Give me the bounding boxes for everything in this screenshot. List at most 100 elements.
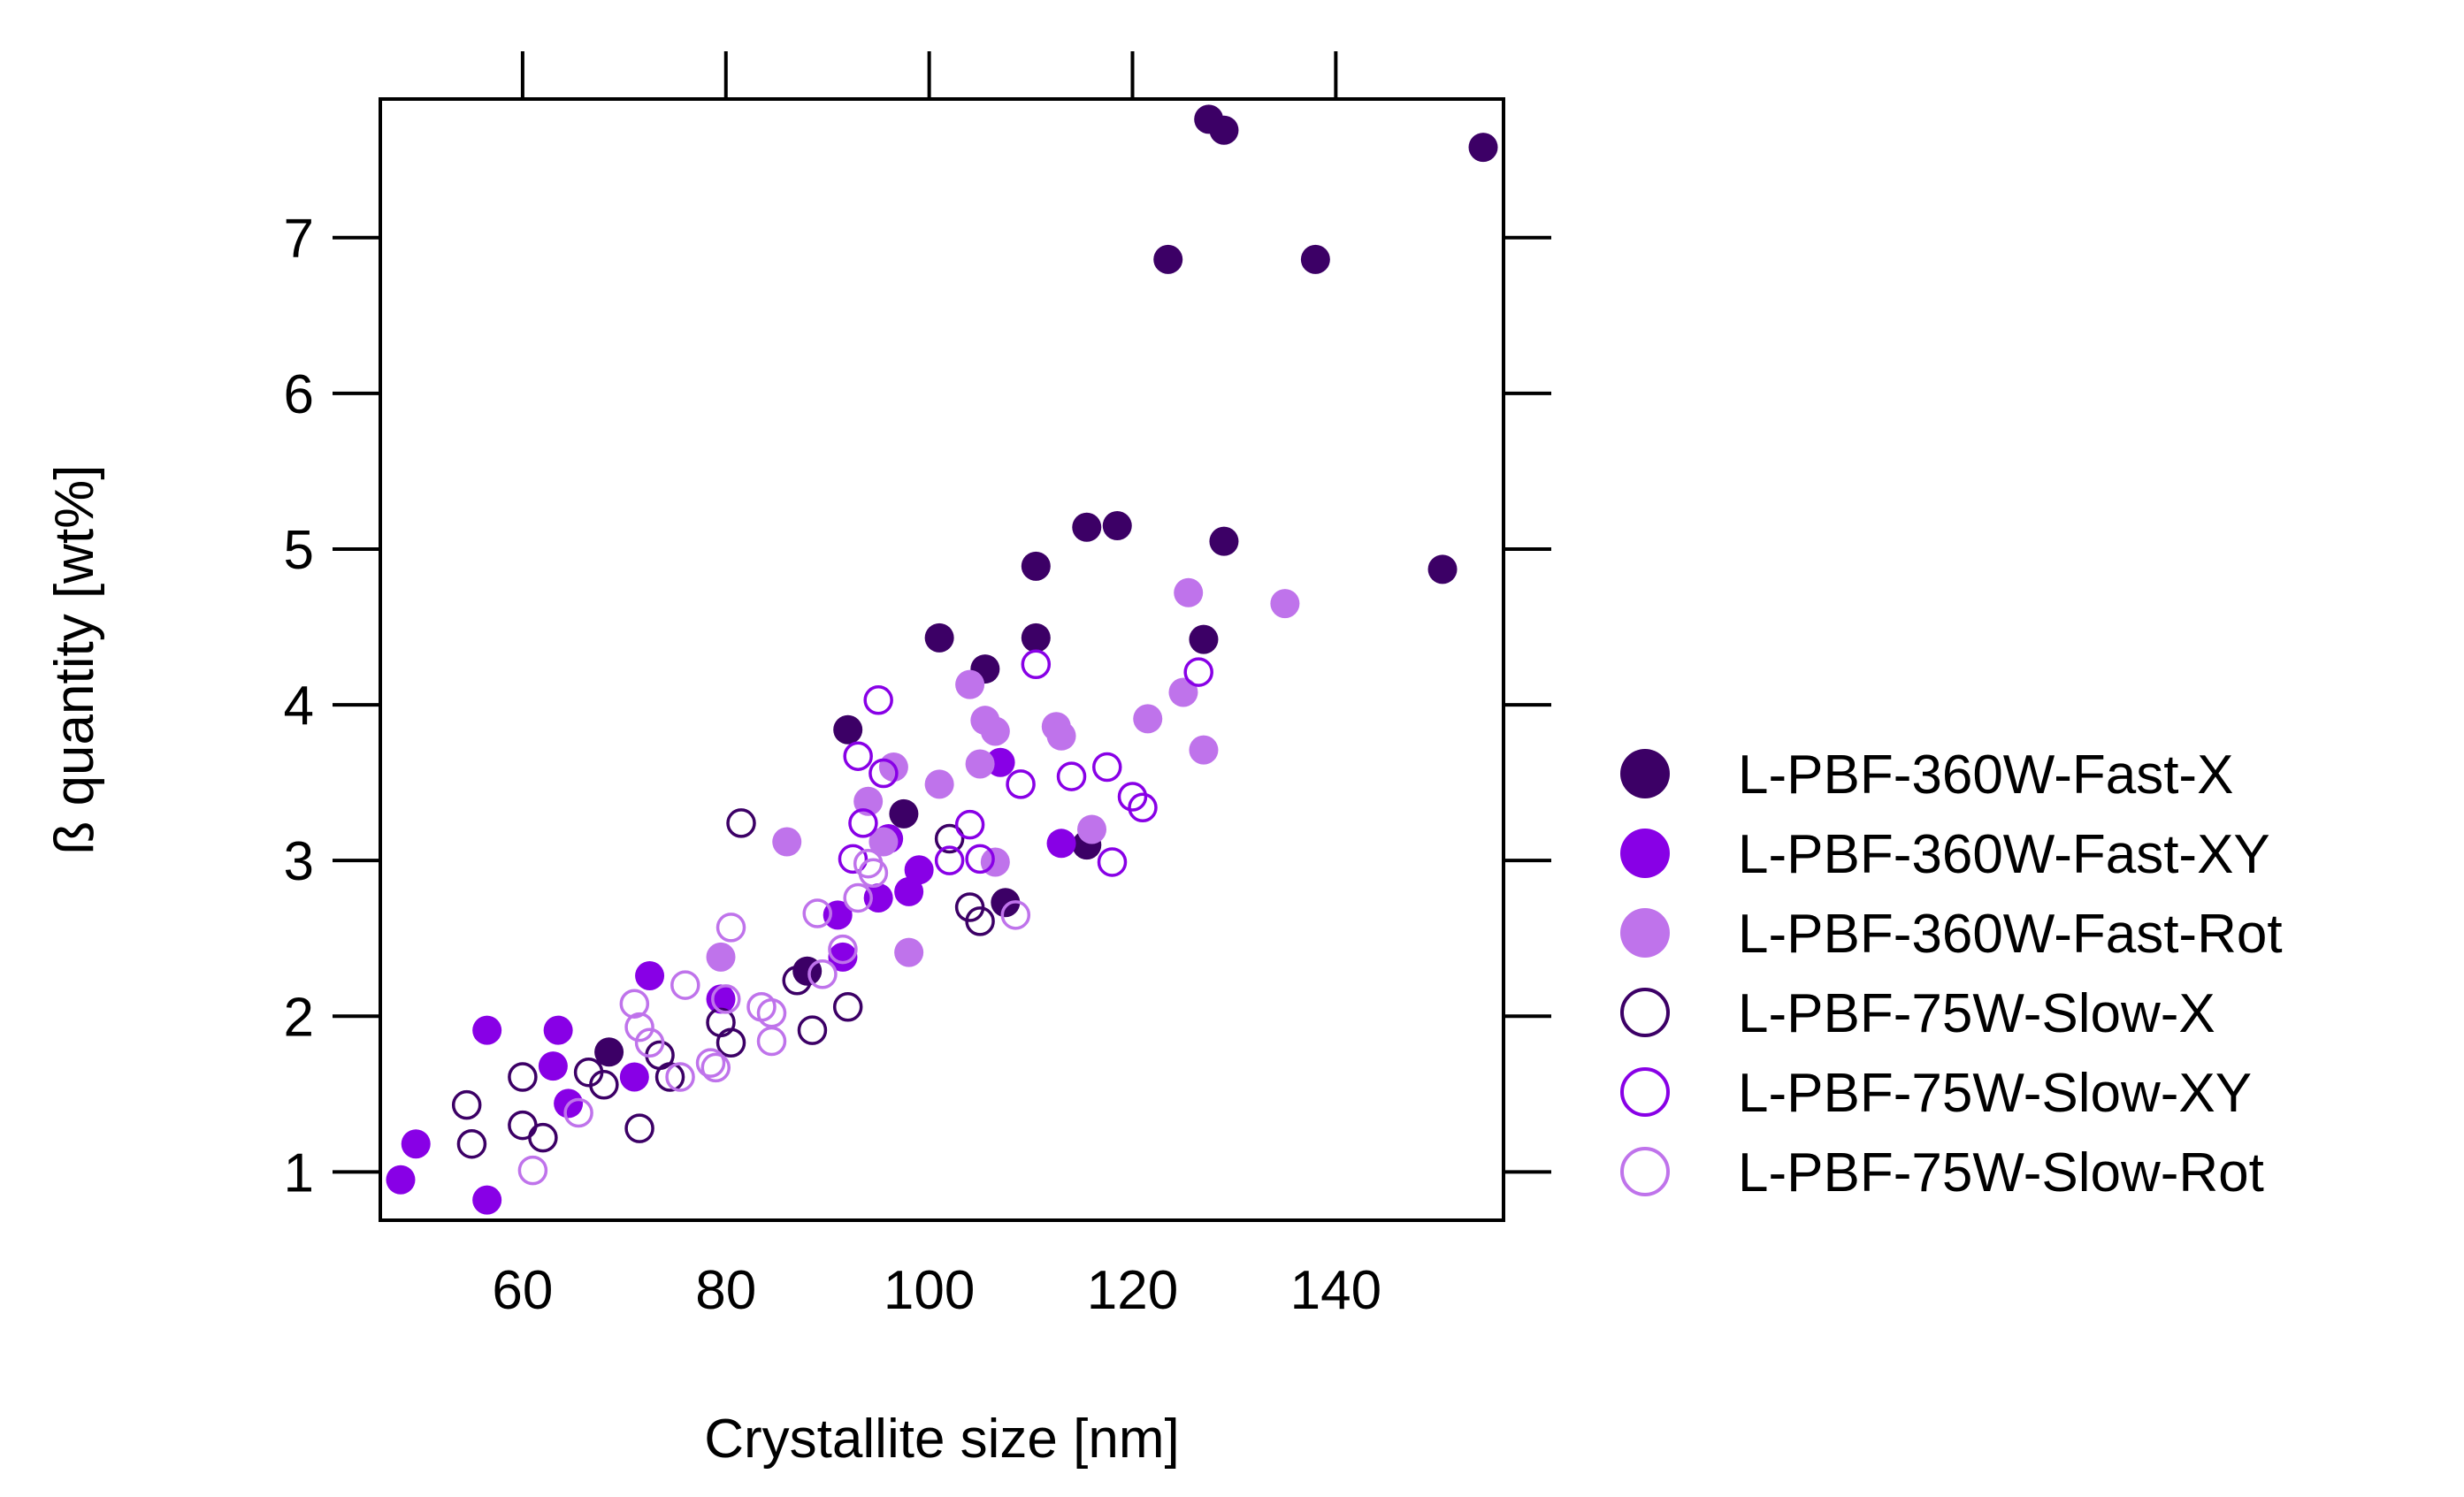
point-series-3-16: [934, 823, 965, 854]
point-series-5-14: [802, 898, 832, 928]
point-series-4-1: [843, 741, 873, 771]
point-series-0-17: [991, 888, 1021, 918]
point-series-4-0: [838, 844, 869, 875]
point-series-3-15: [832, 991, 863, 1022]
point-series-0-8: [1209, 526, 1239, 556]
point-series-1-0: [472, 1015, 502, 1045]
point-series-3-0: [451, 1089, 482, 1120]
point-series-4-7: [965, 844, 995, 875]
point-series-3-1: [456, 1128, 487, 1159]
point-series-4-5: [934, 845, 965, 875]
y-tick-label-2: 2: [284, 987, 314, 1048]
point-series-5-16: [828, 934, 858, 965]
point-series-3-18: [965, 906, 995, 936]
legend-marker-3: [1620, 988, 1670, 1037]
point-series-3-14: [797, 1015, 828, 1045]
point-series-2-0: [706, 942, 736, 972]
point-series-2-18: [1189, 735, 1219, 765]
data-points: [386, 104, 1498, 1215]
point-series-5-3: [624, 1012, 654, 1043]
point-series-5-20: [1000, 900, 1031, 930]
point-series-4-9: [1021, 649, 1052, 680]
legend-label-0: L-PBF-360W-Fast-X: [1738, 745, 2233, 806]
x-axis-label: Crystallite size [nm]: [704, 1409, 1179, 1470]
point-series-2-17: [1174, 577, 1204, 607]
point-series-2-8: [965, 749, 995, 779]
legend-marker-5: [1620, 1147, 1670, 1196]
point-series-0-9: [1427, 554, 1458, 584]
x-tick-label-120: 120: [1087, 1260, 1178, 1321]
point-series-0-1: [1209, 115, 1239, 145]
legend-marker-2: [1620, 908, 1670, 958]
point-series-4-6: [954, 809, 985, 840]
point-series-3-9: [654, 1062, 685, 1092]
point-series-4-14: [1128, 792, 1158, 823]
point-series-2-19: [1270, 589, 1300, 619]
point-series-5-2: [619, 989, 650, 1019]
point-series-1-10: [828, 942, 858, 972]
legend-marker-1: [1620, 829, 1670, 878]
x-tick-label-80: 80: [695, 1260, 756, 1321]
point-series-3-6: [589, 1070, 619, 1100]
point-series-0-2: [1468, 133, 1498, 163]
point-series-2-13: [1046, 721, 1076, 751]
x-tick-label-140: 140: [1290, 1260, 1381, 1321]
point-series-1-4: [401, 1129, 431, 1159]
y-tick-label-3: 3: [284, 831, 314, 892]
point-series-1-17: [1046, 829, 1076, 859]
axis-ticks: [333, 51, 1551, 1174]
x-tick-label-100: 100: [884, 1260, 975, 1321]
point-series-0-14: [833, 714, 863, 745]
y-tick-label-5: 5: [284, 520, 314, 581]
point-series-1-12: [863, 882, 893, 913]
point-series-2-3: [869, 827, 899, 857]
point-series-3-7: [624, 1113, 654, 1143]
point-series-3-4: [528, 1122, 558, 1153]
point-series-1-6: [472, 1185, 502, 1215]
point-series-5-4: [634, 1027, 665, 1058]
point-series-1-13: [894, 876, 924, 906]
point-series-5-5: [665, 1062, 695, 1092]
point-series-0-5: [1072, 512, 1102, 542]
point-series-0-13: [1189, 624, 1219, 654]
point-series-2-7: [955, 669, 985, 699]
y-axis-label: ß quantity [wt%]: [44, 464, 105, 854]
point-series-4-15: [1183, 657, 1213, 687]
plot-frame: [379, 97, 1505, 1222]
point-series-0-19: [594, 1037, 624, 1067]
point-series-2-1: [772, 827, 802, 857]
point-series-0-10: [924, 622, 954, 653]
point-series-5-8: [700, 1052, 731, 1083]
point-series-2-5: [894, 937, 924, 967]
point-series-5-6: [670, 970, 700, 1000]
point-series-2-6: [924, 769, 954, 799]
point-series-5-15: [807, 959, 838, 989]
point-series-5-19: [858, 858, 889, 889]
legend-label-5: L-PBF-75W-Slow-Rot: [1738, 1142, 2264, 1203]
point-series-1-7: [619, 1062, 649, 1092]
point-series-5-9: [711, 984, 741, 1014]
point-series-0-3: [1153, 244, 1183, 274]
point-series-1-1: [543, 1015, 573, 1045]
point-series-5-13: [756, 1026, 787, 1057]
legend-marker-4: [1620, 1067, 1670, 1117]
point-series-2-16: [1168, 677, 1198, 707]
point-series-4-13: [1117, 782, 1148, 812]
point-series-3-12: [726, 808, 756, 838]
point-series-4-8: [1006, 769, 1036, 799]
point-series-0-11: [1021, 622, 1051, 653]
point-series-5-17: [843, 882, 873, 913]
point-series-3-3: [508, 1062, 538, 1092]
point-series-4-4: [869, 758, 899, 789]
point-series-5-7: [695, 1048, 726, 1078]
legend-label-4: L-PBF-75W-Slow-XY: [1738, 1063, 2252, 1124]
y-tick-label-7: 7: [284, 209, 314, 270]
point-series-1-2: [538, 1051, 568, 1081]
point-series-2-15: [1133, 704, 1163, 734]
y-tick-label-6: 6: [284, 364, 314, 425]
point-series-4-10: [1056, 761, 1087, 791]
point-series-4-2: [848, 808, 878, 838]
point-series-0-15: [889, 798, 919, 829]
